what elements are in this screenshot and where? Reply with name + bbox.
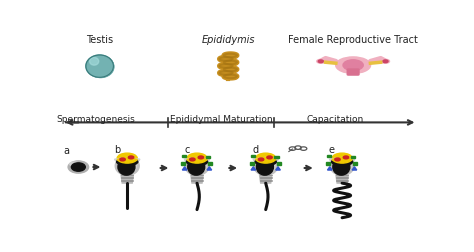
Ellipse shape (186, 158, 208, 166)
Bar (208, 163, 212, 165)
Ellipse shape (117, 153, 137, 163)
Ellipse shape (188, 159, 205, 175)
Polygon shape (191, 175, 203, 183)
Text: c: c (184, 145, 190, 155)
Polygon shape (182, 167, 187, 170)
Wedge shape (255, 158, 276, 163)
Ellipse shape (333, 159, 350, 175)
Ellipse shape (343, 60, 363, 71)
Ellipse shape (317, 59, 325, 63)
Bar (351, 156, 355, 158)
Polygon shape (352, 167, 357, 170)
Polygon shape (207, 167, 212, 170)
Polygon shape (328, 167, 332, 170)
Ellipse shape (256, 159, 273, 175)
Polygon shape (251, 167, 255, 170)
Ellipse shape (200, 158, 207, 170)
Bar (326, 163, 330, 165)
Bar (182, 155, 186, 157)
Text: Testis: Testis (86, 35, 113, 45)
Ellipse shape (268, 158, 275, 170)
Bar (251, 155, 255, 157)
Ellipse shape (117, 158, 138, 166)
Text: b: b (114, 145, 120, 155)
Ellipse shape (187, 153, 207, 163)
Text: Spermatogenesis: Spermatogenesis (56, 115, 136, 124)
Text: d: d (252, 145, 258, 155)
Ellipse shape (87, 56, 114, 77)
Text: a: a (64, 146, 70, 156)
Ellipse shape (345, 158, 352, 170)
FancyBboxPatch shape (347, 69, 359, 75)
Ellipse shape (254, 156, 278, 175)
Bar (353, 163, 357, 165)
Circle shape (128, 156, 134, 159)
Circle shape (120, 158, 125, 161)
Bar (250, 163, 254, 165)
Wedge shape (253, 158, 278, 164)
Circle shape (267, 156, 272, 159)
Bar (277, 163, 281, 165)
Text: e: e (328, 145, 335, 155)
Circle shape (343, 156, 349, 159)
Ellipse shape (332, 153, 352, 163)
Bar (327, 155, 331, 157)
Text: Epididymis: Epididymis (201, 35, 255, 45)
Ellipse shape (185, 156, 209, 175)
Ellipse shape (115, 156, 139, 175)
Ellipse shape (68, 161, 89, 173)
Wedge shape (332, 158, 352, 163)
Polygon shape (121, 175, 133, 183)
Ellipse shape (255, 158, 276, 166)
Ellipse shape (130, 158, 137, 170)
Ellipse shape (382, 59, 390, 63)
Ellipse shape (72, 163, 85, 171)
Circle shape (335, 158, 340, 161)
Circle shape (383, 60, 388, 63)
Bar (206, 156, 210, 158)
Polygon shape (260, 175, 272, 183)
Ellipse shape (70, 162, 80, 166)
Wedge shape (117, 158, 137, 163)
Circle shape (190, 158, 195, 161)
Wedge shape (329, 158, 355, 164)
Circle shape (198, 156, 203, 159)
Ellipse shape (331, 158, 353, 166)
Ellipse shape (88, 56, 114, 78)
Wedge shape (184, 158, 210, 164)
Text: Epididymal Maturation: Epididymal Maturation (170, 115, 272, 124)
Ellipse shape (90, 57, 99, 65)
Circle shape (318, 60, 323, 63)
Wedge shape (187, 158, 207, 163)
Polygon shape (336, 175, 348, 183)
Ellipse shape (330, 156, 354, 175)
Ellipse shape (118, 159, 135, 175)
Text: Capacitation: Capacitation (306, 115, 364, 124)
Ellipse shape (86, 55, 113, 77)
Polygon shape (276, 167, 280, 170)
Ellipse shape (336, 57, 371, 73)
Text: Female Reproductive Tract: Female Reproductive Tract (288, 35, 418, 45)
Circle shape (258, 158, 264, 161)
Bar (274, 156, 279, 158)
Wedge shape (115, 158, 140, 164)
Ellipse shape (255, 153, 276, 163)
Bar (181, 163, 185, 165)
